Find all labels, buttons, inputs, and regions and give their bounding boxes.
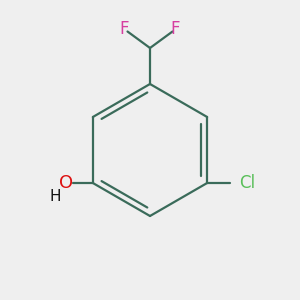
Text: F: F xyxy=(171,20,180,38)
Text: Cl: Cl xyxy=(239,174,255,192)
Text: H: H xyxy=(50,189,61,204)
Text: F: F xyxy=(120,20,129,38)
Text: O: O xyxy=(59,174,73,192)
